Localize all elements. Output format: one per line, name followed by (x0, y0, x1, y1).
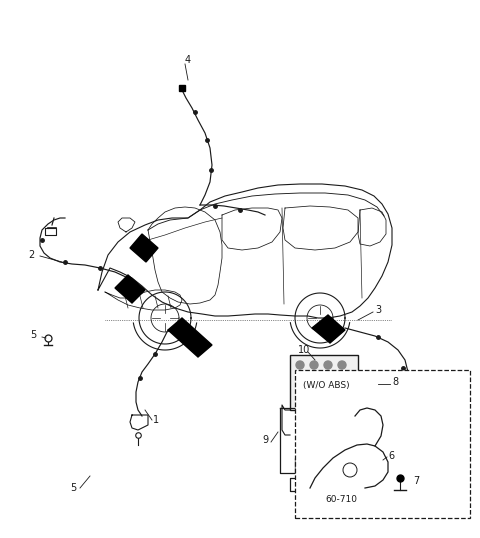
Text: 9: 9 (262, 435, 268, 445)
Polygon shape (312, 315, 345, 343)
Text: 10: 10 (298, 345, 310, 355)
Polygon shape (115, 275, 145, 303)
Circle shape (310, 389, 318, 397)
FancyBboxPatch shape (290, 355, 358, 410)
Polygon shape (130, 234, 158, 262)
FancyBboxPatch shape (295, 370, 470, 518)
Circle shape (296, 361, 304, 369)
Circle shape (324, 389, 332, 397)
Text: 4: 4 (185, 55, 191, 65)
Circle shape (296, 375, 304, 383)
Text: 5: 5 (70, 483, 76, 493)
Circle shape (324, 361, 332, 369)
Text: 2: 2 (28, 250, 34, 260)
Text: 8: 8 (392, 377, 398, 387)
Text: 3: 3 (375, 305, 381, 315)
Circle shape (338, 375, 346, 383)
Text: 6: 6 (388, 451, 394, 461)
Circle shape (310, 361, 318, 369)
Text: 7: 7 (413, 476, 419, 486)
Circle shape (338, 361, 346, 369)
Polygon shape (168, 318, 212, 357)
Text: 1: 1 (153, 415, 159, 425)
Text: 60-710: 60-710 (325, 495, 357, 504)
Text: 5: 5 (30, 330, 36, 340)
Circle shape (338, 389, 346, 397)
Circle shape (296, 389, 304, 397)
Circle shape (324, 375, 332, 383)
Text: (W/O ABS): (W/O ABS) (303, 381, 349, 390)
Circle shape (310, 375, 318, 383)
